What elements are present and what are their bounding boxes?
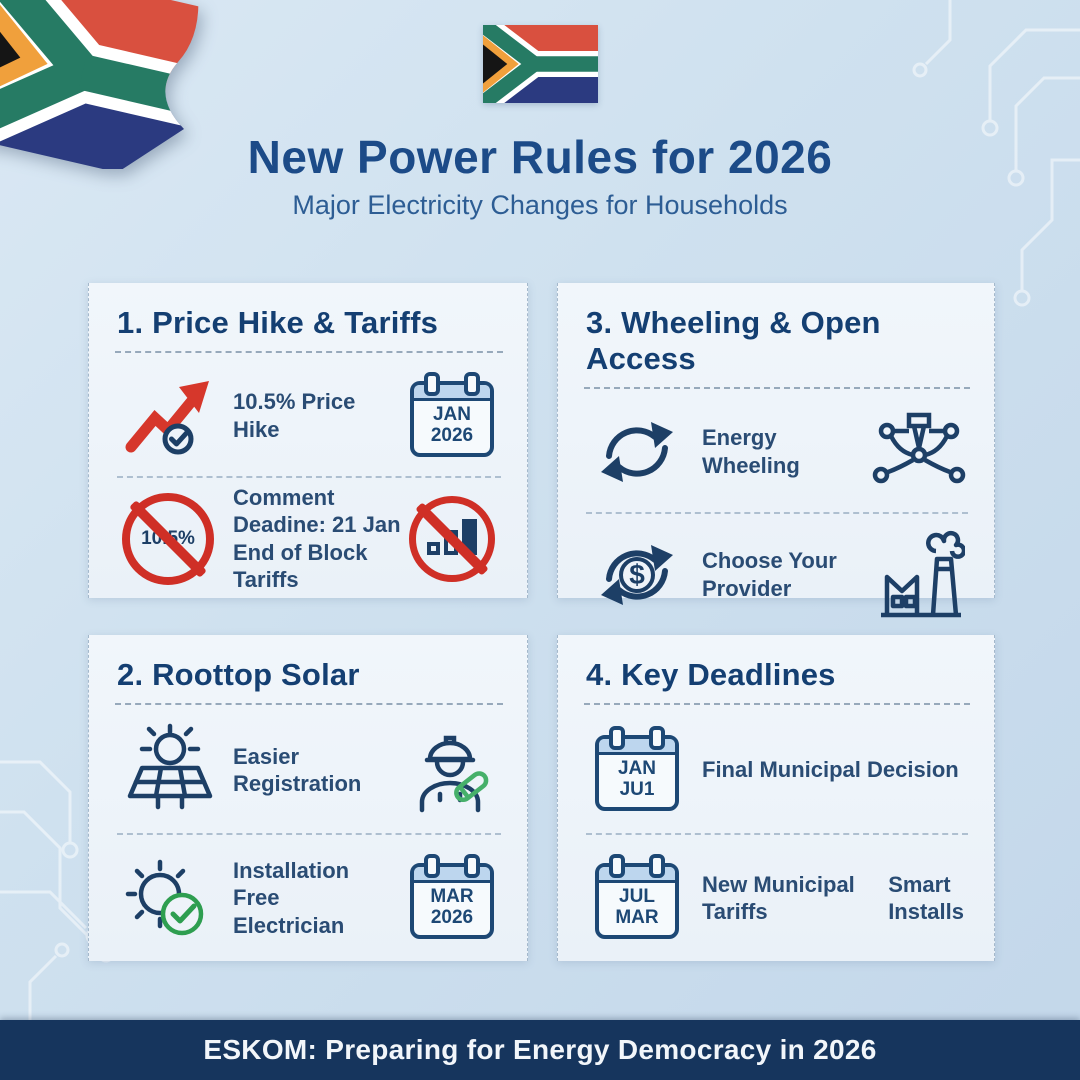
grid-network-icon — [868, 410, 970, 494]
footer-text: ESKOM: Preparing for Energy Democracy in… — [203, 1034, 877, 1065]
calendar-month: MAR — [430, 886, 474, 907]
factory-icon — [868, 527, 970, 622]
calendar-month: JAN — [432, 403, 471, 425]
card-wheeling-open-access: 3. Wheeling & Open Access Energy Wheelin… — [557, 283, 995, 618]
certified-electrician-icon — [401, 722, 503, 818]
row-new-municipal-tariffs: JUL MAR New Municipal Tariffs Smart Inst… — [584, 835, 970, 961]
footer-bar: ESKOM: Preparing for Energy Democracy in… — [0, 1020, 1080, 1080]
price-trend-up-icon — [115, 371, 221, 461]
south-africa-flag — [483, 25, 598, 103]
divider — [115, 351, 503, 353]
divider — [584, 387, 970, 389]
solar-panel-icon — [115, 722, 221, 818]
row-easier-registration: Easier Registration — [115, 707, 503, 833]
row-label-secondary: Smart Installs — [888, 871, 964, 925]
divider — [117, 476, 501, 478]
row-price-hike: 10.5% Price Hike JAN 2026 — [115, 355, 503, 476]
energy-cycle-icon — [584, 408, 690, 496]
divider — [115, 703, 503, 705]
calendar-month: JAN — [617, 758, 656, 779]
no-price-hike-icon: 10.5% — [115, 492, 221, 585]
row-comment-deadline: 10.5% Comment Deadine: 21 Jan End of Blo… — [115, 478, 503, 599]
ban-label: 10.5% — [141, 527, 195, 549]
calendar-band — [414, 384, 490, 401]
row-label: New Municipal Tariffs — [702, 871, 855, 925]
calendar-icon: JAN JU1 — [584, 726, 690, 811]
calendar-year: 2026 — [430, 424, 474, 446]
divider — [586, 512, 968, 514]
calendar-month-2: JU1 — [619, 779, 655, 800]
no-block-tariffs-icon — [401, 495, 503, 582]
card-price-hike-tariffs: 1. Price Hike & Tariffs 10.5% Price Hike — [88, 283, 528, 598]
calendar-icon: JAN 2026 — [401, 371, 503, 457]
money-cycle-icon: $ — [584, 531, 690, 619]
calendar-month: JUL — [619, 886, 655, 907]
divider — [584, 703, 970, 705]
row-label: Installation Free Electrician — [233, 857, 350, 938]
row-energy-wheeling: Energy Wheeling — [584, 391, 970, 512]
card-title: 2. Roottop Solar — [117, 657, 360, 692]
cards-grid: 1. Price Hike & Tariffs 10.5% Price Hike — [88, 283, 995, 961]
divider — [586, 833, 968, 835]
calendar-year: 2026 — [430, 907, 474, 928]
page-subtitle: Major Electricity Changes for Households — [292, 190, 788, 220]
calendar-band — [414, 867, 490, 883]
row-label: Final Municipal Decision — [702, 757, 959, 783]
calendar-icon: JUL MAR — [584, 854, 690, 939]
calendar-band — [599, 867, 675, 883]
row-label: Easier Registration — [233, 743, 362, 797]
card-title: 1. Price Hike & Tariffs — [117, 305, 439, 340]
row-final-municipal-decision: JAN JU1 Final Municipal Decision — [584, 707, 970, 833]
dollar-symbol: $ — [629, 558, 645, 590]
row-label: Choose Your Provider — [702, 548, 837, 601]
calendar-month-2: MAR — [615, 907, 659, 928]
card-rooftop-solar: 2. Roottop Solar Easier Registration — [88, 635, 528, 961]
page-title: New Power Rules for 2026 — [247, 131, 833, 183]
sun-approved-icon — [115, 850, 221, 946]
card-title: 3. Wheeling & Open Access — [586, 305, 881, 376]
row-label: 10.5% Price Hike — [233, 389, 356, 442]
row-installation-electrician: Installation Free Electrician MAR 2026 — [115, 835, 503, 961]
divider — [117, 833, 501, 835]
calendar-icon: MAR 2026 — [401, 854, 503, 939]
card-title: 4. Key Deadlines — [586, 657, 836, 692]
card-key-deadlines: 4. Key Deadlines JAN JU1 Final Municipal… — [557, 635, 995, 961]
row-label: Energy Wheeling — [702, 425, 800, 478]
row-choose-provider: $ Choose Your Provider — [584, 514, 970, 635]
south-africa-flag-waving — [0, 0, 199, 169]
row-label: Comment Deadine: 21 Jan End of Block Tar… — [233, 484, 401, 593]
calendar-band — [599, 739, 675, 755]
